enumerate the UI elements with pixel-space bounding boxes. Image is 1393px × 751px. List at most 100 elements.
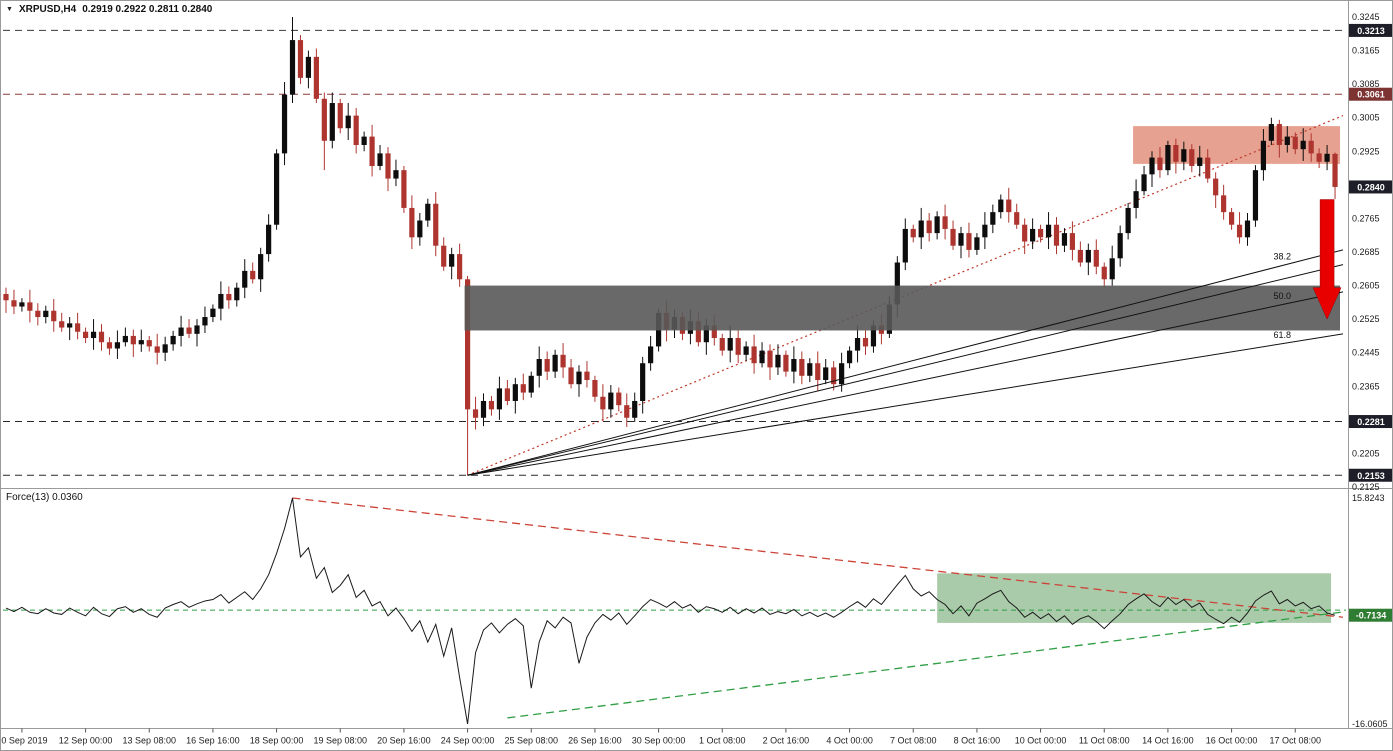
- candle: [1014, 212, 1020, 225]
- candle: [632, 400, 638, 418]
- candle: [544, 359, 550, 372]
- candle: [902, 228, 908, 263]
- candle: [1228, 212, 1235, 225]
- candle: [990, 212, 996, 225]
- time-tick-label: 14 Oct 16:00: [1142, 736, 1194, 746]
- candle: [266, 224, 272, 255]
- candle: [608, 392, 614, 410]
- candle: [966, 233, 972, 250]
- candle: [910, 228, 916, 238]
- time-tick-label: 12 Sep 00:00: [59, 736, 113, 746]
- candle: [767, 350, 773, 368]
- candle: [146, 340, 152, 347]
- candle: [1205, 157, 1211, 179]
- candle: [783, 354, 789, 372]
- candle: [616, 392, 622, 406]
- candle: [1006, 199, 1012, 213]
- candle: [552, 354, 558, 372]
- price-tick-label: 0.2925: [1352, 146, 1380, 156]
- candle: [218, 293, 224, 309]
- candle: [1300, 140, 1306, 150]
- fib-fan-line: [467, 249, 1344, 476]
- candle: [998, 199, 1004, 213]
- candle: [926, 220, 932, 234]
- price-badge: [1349, 23, 1392, 37]
- candle: [846, 350, 853, 364]
- candle: [1213, 178, 1219, 196]
- candle: [433, 203, 439, 246]
- fib-fan-label: 38.2: [1273, 251, 1291, 261]
- price-badge-label: 0.3061: [1357, 90, 1385, 100]
- price-badge: [1349, 180, 1392, 194]
- candle: [1022, 224, 1028, 242]
- candle: [1069, 233, 1076, 250]
- candle: [1085, 249, 1091, 263]
- force-index-line: [5, 497, 1336, 725]
- force-tick-label: 15.8243: [1352, 493, 1385, 503]
- candle: [234, 287, 240, 301]
- candle: [775, 354, 781, 368]
- fib-fan-label: 61.8: [1273, 330, 1291, 340]
- candle: [441, 245, 447, 267]
- candle: [624, 405, 630, 418]
- time-tick-label: 4 Oct 00:00: [826, 736, 873, 746]
- time-tick-label: 17 Oct 08:00: [1269, 736, 1321, 746]
- candle: [1221, 195, 1227, 213]
- time-axis[interactable]: 10 Sep 2019 12 Sep 00:00 13 Sep 08:00 16 Se…: [1, 728, 1321, 746]
- candle: [35, 310, 41, 318]
- time-tick-label: 7 Oct 08:00: [890, 736, 937, 746]
- symbol-ohlc-values: 0.2919 0.2922 0.2811 0.2840: [82, 4, 213, 15]
- candle: [122, 335, 128, 343]
- candle: [194, 325, 200, 334]
- candle: [1077, 249, 1083, 263]
- time-tick-label: 25 Sep 08:00: [504, 736, 558, 746]
- candle: [1324, 153, 1330, 162]
- price-badge-label: 0.3213: [1357, 26, 1385, 36]
- candle: [727, 338, 733, 351]
- candle: [242, 270, 248, 288]
- symbol-info-bar: ▼ XRPUSD,H4 0.2919 0.2922 0.2811 0.2840: [6, 4, 212, 15]
- candle: [600, 396, 606, 410]
- candle: [3, 293, 9, 301]
- force-consolidation-zone: [937, 573, 1332, 623]
- candle: [1101, 266, 1107, 280]
- candle: [425, 203, 431, 221]
- candle: [170, 335, 176, 345]
- time-tick-label: 16 Sep 16:00: [186, 736, 240, 746]
- price-tick-label: 0.2765: [1352, 213, 1380, 223]
- candle: [640, 363, 646, 401]
- candle: [353, 115, 359, 145]
- candle: [839, 363, 845, 385]
- candle: [1316, 153, 1322, 162]
- time-tick-label: 26 Sep 16:00: [568, 736, 622, 746]
- candle: [528, 375, 534, 393]
- candle: [480, 400, 487, 418]
- candle: [106, 342, 113, 349]
- time-tick-label: 1 Oct 08:00: [699, 736, 746, 746]
- price-tick-label: 0.2605: [1352, 281, 1380, 291]
- candle: [401, 170, 407, 208]
- symbol-marker-icon: ▼: [6, 5, 13, 13]
- candle: [273, 153, 280, 225]
- price-badge-label: 0.2281: [1357, 417, 1385, 427]
- time-tick-label: 24 Sep 00:00: [441, 736, 495, 746]
- candle: [520, 384, 526, 393]
- candle: [735, 338, 741, 355]
- candle: [281, 94, 288, 154]
- candle: [82, 331, 89, 339]
- fib-fan-line: [467, 264, 1344, 476]
- candle: [1197, 157, 1203, 166]
- force-ascending-trendline: [507, 611, 1344, 719]
- force-badge: [1349, 608, 1392, 622]
- candle: [464, 279, 471, 410]
- candle: [67, 323, 73, 328]
- candle: [1061, 233, 1068, 246]
- price-tick-label: 0.2685: [1352, 247, 1380, 257]
- force-tick-label: -16.0605: [1352, 719, 1388, 729]
- candle: [576, 371, 582, 385]
- candle: [369, 136, 375, 166]
- candle: [592, 379, 598, 397]
- time-tick-label: 8 Oct 16:00: [954, 736, 1001, 746]
- candle: [345, 115, 351, 129]
